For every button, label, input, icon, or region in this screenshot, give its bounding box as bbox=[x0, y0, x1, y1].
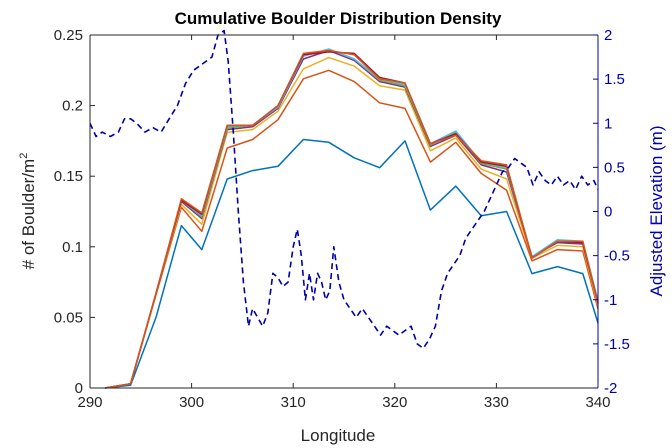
chart-title: Cumulative Boulder Distribution Density bbox=[175, 9, 502, 28]
elevation-line bbox=[89, 29, 599, 350]
y-tick-label-right: -0.5 bbox=[604, 248, 630, 265]
y-tick-label-right: 1.5 bbox=[604, 71, 625, 88]
x-tick-label: 340 bbox=[585, 394, 610, 411]
density-series-line-2 bbox=[105, 69, 599, 389]
y-tick-label-right: -2 bbox=[604, 380, 617, 397]
y-tick-label-left: 0.2 bbox=[62, 98, 83, 115]
density-series-line-1 bbox=[105, 138, 599, 389]
y-tick-label-right: -1 bbox=[604, 292, 617, 309]
y-tick-label-right: 2 bbox=[604, 27, 612, 44]
y-tick-label-right: 1 bbox=[604, 115, 612, 132]
y-axis-label-left-base: # of Boulder/m bbox=[19, 159, 38, 270]
y-axis-label-right: Adjusted Elevation (m) bbox=[647, 125, 666, 296]
density-series-line-8 bbox=[105, 49, 599, 389]
y-axis-label-left: # of Boulder/m2 bbox=[18, 153, 38, 270]
x-tick-label: 320 bbox=[382, 394, 407, 411]
y-tick-label-left: 0 bbox=[75, 380, 83, 397]
y-tick-label-right: 0 bbox=[604, 204, 612, 221]
x-tick-label: 290 bbox=[77, 394, 102, 411]
plot-area: 290 300 310 320 330 340 0 0.05 0.1 0.15 0.2 0.25 -2 -… bbox=[54, 27, 630, 411]
y-tick-label-left: 0.15 bbox=[54, 168, 83, 185]
x-tick-label: 330 bbox=[484, 394, 509, 411]
x-tick-label: 310 bbox=[281, 394, 306, 411]
density-series-line-3 bbox=[105, 56, 599, 389]
y-axis-label-left-superscript: 2 bbox=[18, 153, 30, 159]
x-axis-label: Longitude bbox=[301, 426, 376, 445]
y-tick-label-right: -1.5 bbox=[604, 336, 630, 353]
y-tick-label-left: 0.25 bbox=[54, 27, 83, 44]
x-tick-label: 300 bbox=[179, 394, 204, 411]
plot-background bbox=[90, 35, 598, 388]
y-tick-label-left: 0.05 bbox=[54, 309, 83, 326]
y-tick-label-right: 0.5 bbox=[604, 159, 625, 176]
y-tick-label-left: 0.1 bbox=[62, 239, 83, 256]
